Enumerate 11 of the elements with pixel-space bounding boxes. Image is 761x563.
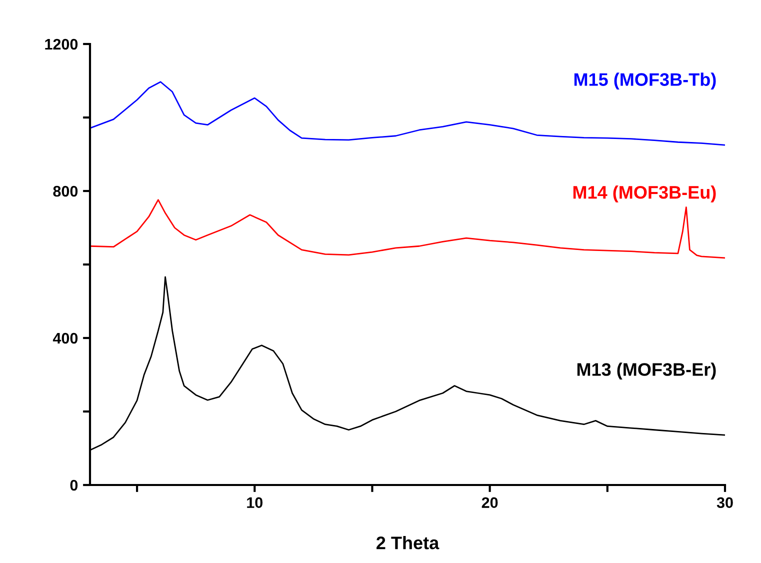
x-tick-label: 30 (716, 497, 733, 508)
x-axis-title: 2 Theta (376, 536, 440, 550)
text: M13 (MOF3B-Er) (577, 362, 716, 380)
x-tick-label: 20 (482, 497, 498, 508)
x-tick-label: 10 (247, 497, 262, 508)
y-tick-label: 0 (70, 480, 78, 491)
text: M15 (MOF3B-Tb) (574, 72, 716, 90)
y-tick-label: 800 (53, 186, 78, 197)
y-tick-label: 400 (52, 332, 78, 344)
series-label: M14 (MOF3B-Eu) (573, 186, 716, 202)
y-tick-label: 1200 (45, 38, 78, 50)
